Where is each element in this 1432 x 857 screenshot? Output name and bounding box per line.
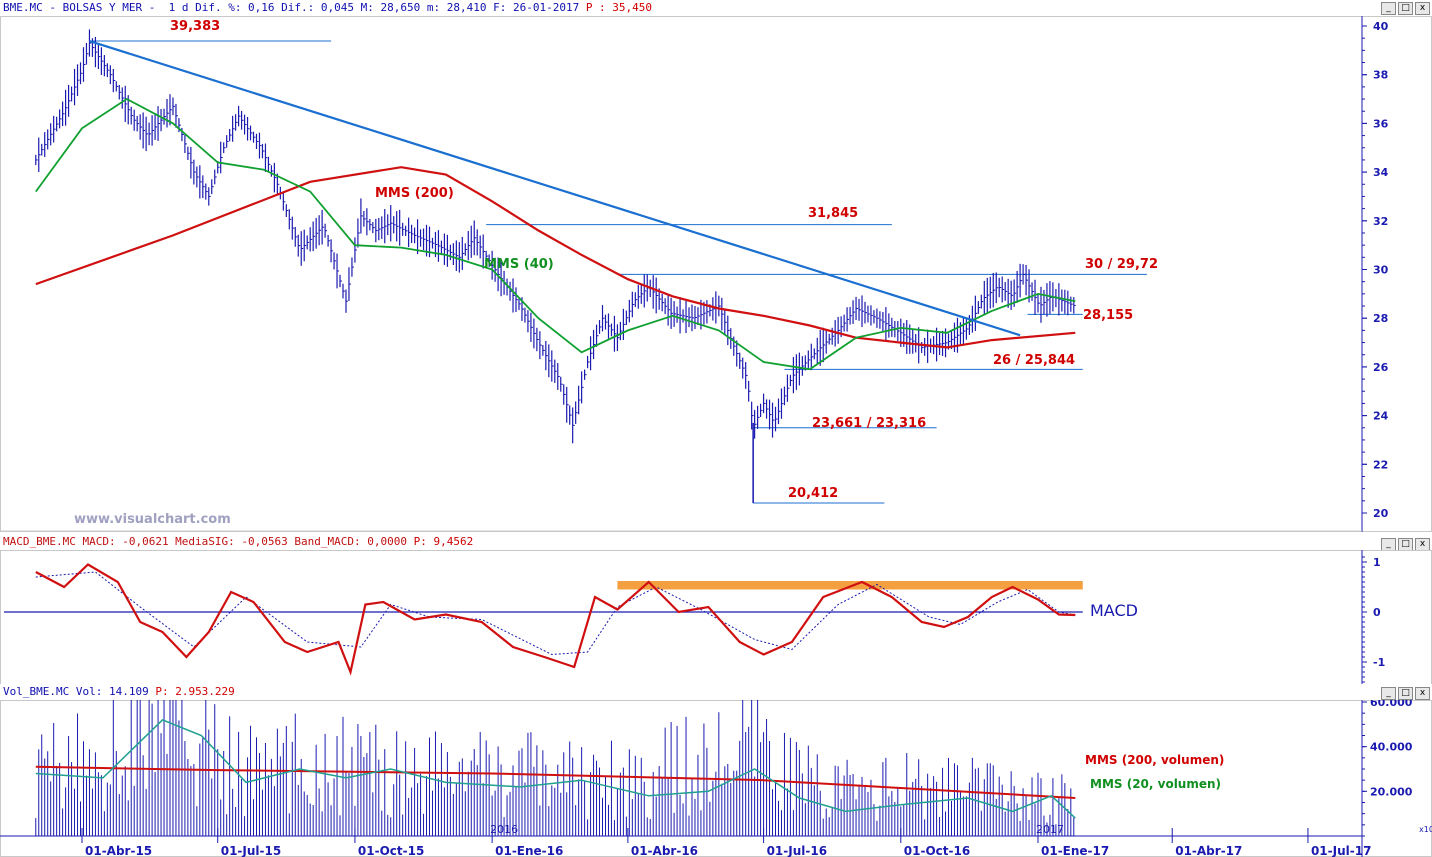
x-axis-label: 01-Jul-17 bbox=[1311, 844, 1371, 857]
minimize-icon[interactable]: _ bbox=[1381, 687, 1396, 700]
year-marker: 2017 bbox=[1036, 823, 1064, 836]
x-axis-label: 01-Oct-15 bbox=[358, 844, 424, 857]
downtrend-line bbox=[89, 39, 1021, 337]
volume-window-controls: _ □ x bbox=[1381, 687, 1430, 700]
level-label: 20,412 bbox=[788, 486, 838, 501]
macd-tick-label: -1 bbox=[1373, 656, 1385, 669]
close-icon[interactable]: x bbox=[1415, 2, 1430, 15]
price-chart[interactable]: 40 38 36 34 32 30 28 26 24 22 20 www.visualchart.co… bbox=[0, 16, 1432, 532]
volume-tick-label: 60.000 bbox=[1370, 700, 1413, 709]
price-info: Dif. %: 0,16 Dif.: 0,045 M: 28,650 m: 28… bbox=[195, 1, 580, 14]
level-label: 30 / 29,72 bbox=[1085, 257, 1158, 272]
price-bars bbox=[35, 29, 1076, 444]
vol-mms200-label: MMS (200, volumen) bbox=[1085, 753, 1224, 767]
level-label: 39,383 bbox=[170, 19, 220, 34]
minimize-icon[interactable]: _ bbox=[1381, 2, 1396, 15]
macd-highlight-band bbox=[617, 581, 1083, 590]
volume-bars bbox=[35, 700, 1075, 836]
x-axis-label: 01-Jul-15 bbox=[221, 844, 281, 857]
price-tick-label: 32 bbox=[1373, 215, 1388, 228]
macd-tick-label: 0 bbox=[1373, 606, 1381, 619]
vol-mms200-line bbox=[35, 765, 1076, 799]
volume-tick-label: 20.000 bbox=[1370, 785, 1413, 798]
mms40-label: MMS (40) bbox=[484, 257, 554, 272]
price-tick-label: 26 bbox=[1373, 361, 1389, 374]
price-tick-label: 34 bbox=[1373, 166, 1389, 179]
minimize-icon[interactable]: _ bbox=[1381, 538, 1396, 551]
period-label: 1 d bbox=[168, 1, 189, 14]
year-marker: 2016 bbox=[490, 823, 518, 836]
vol-mms20-label: MMS (20, volumen) bbox=[1090, 777, 1221, 791]
volume-chart[interactable]: 60.000 40.000 20.000 MMS (200, volumen) MMS … bbox=[0, 700, 1432, 857]
x-axis-label: 01-Abr-16 bbox=[631, 844, 698, 857]
mms200-label: MMS (200) bbox=[375, 186, 454, 201]
price-tick-label: 22 bbox=[1373, 458, 1388, 471]
price-tick-label: 40 bbox=[1373, 20, 1389, 33]
close-icon[interactable]: x bbox=[1415, 687, 1430, 700]
maximize-icon[interactable]: □ bbox=[1398, 538, 1413, 551]
price-tick-label: 36 bbox=[1373, 117, 1389, 130]
level-label: 23,661 / 23,316 bbox=[812, 416, 926, 431]
macd-line bbox=[35, 563, 1076, 676]
mms40-line bbox=[35, 97, 1076, 371]
price-window-controls: _ □ x bbox=[1381, 2, 1430, 15]
price-tick-label: 30 bbox=[1373, 264, 1389, 277]
x-axis-label: 01-Abr-15 bbox=[85, 844, 152, 857]
watermark: www.visualchart.com bbox=[74, 512, 231, 527]
macd-title: MACD bbox=[1090, 601, 1138, 620]
price-header: BME.MC - BOLSAS Y MER - 1 d Dif. %: 0,16… bbox=[0, 0, 1432, 16]
price-tick-label: 38 bbox=[1373, 69, 1388, 82]
x-axis-label: 01-Abr-17 bbox=[1175, 844, 1242, 857]
maximize-icon[interactable]: □ bbox=[1398, 2, 1413, 15]
volume-scale-note: x10 bbox=[1419, 825, 1432, 834]
mms200-line bbox=[35, 166, 1076, 349]
volume-tick-label: 40.000 bbox=[1370, 741, 1413, 754]
level-label: 28,155 bbox=[1083, 308, 1133, 323]
volume-p-label: P: 2.953.229 bbox=[155, 685, 235, 698]
macd-window-controls: _ □ x bbox=[1381, 538, 1430, 551]
level-label: 26 / 25,844 bbox=[993, 353, 1075, 368]
macd-chart[interactable]: 1 0 -1 MACD bbox=[0, 550, 1432, 685]
x-axis-label: 01-Ene-17 bbox=[1041, 844, 1109, 857]
x-axis-label: 01-Ene-16 bbox=[495, 844, 563, 857]
volume-header: Vol_BME.MC Vol: 14.109 P: 2.953.229 _ □ … bbox=[0, 684, 1432, 700]
x-axis-label: 01-Oct-16 bbox=[904, 844, 970, 857]
vol-mms20-line bbox=[35, 719, 1076, 819]
symbol-label: BME.MC - BOLSAS Y MER - bbox=[3, 1, 156, 14]
maximize-icon[interactable]: □ bbox=[1398, 687, 1413, 700]
macd-header: MACD_BME.MC MACD: -0,0621 MediaSIG: -0,0… bbox=[0, 534, 1432, 551]
volume-info: Vol_BME.MC Vol: 14.109 bbox=[3, 685, 149, 698]
level-label: 31,845 bbox=[808, 206, 858, 221]
price-tick-label: 20 bbox=[1373, 507, 1389, 520]
price-tick-label: 28 bbox=[1373, 312, 1388, 325]
price-p-label: P : 35,450 bbox=[585, 1, 653, 14]
macd-info: MACD_BME.MC MACD: -0,0621 MediaSIG: -0,0… bbox=[3, 535, 407, 548]
price-tick-label: 24 bbox=[1373, 410, 1389, 423]
macd-p-label: P: 9,4562 bbox=[413, 535, 474, 548]
macd-tick-label: 1 bbox=[1373, 556, 1381, 569]
x-axis-label: 01-Jul-16 bbox=[767, 844, 827, 857]
